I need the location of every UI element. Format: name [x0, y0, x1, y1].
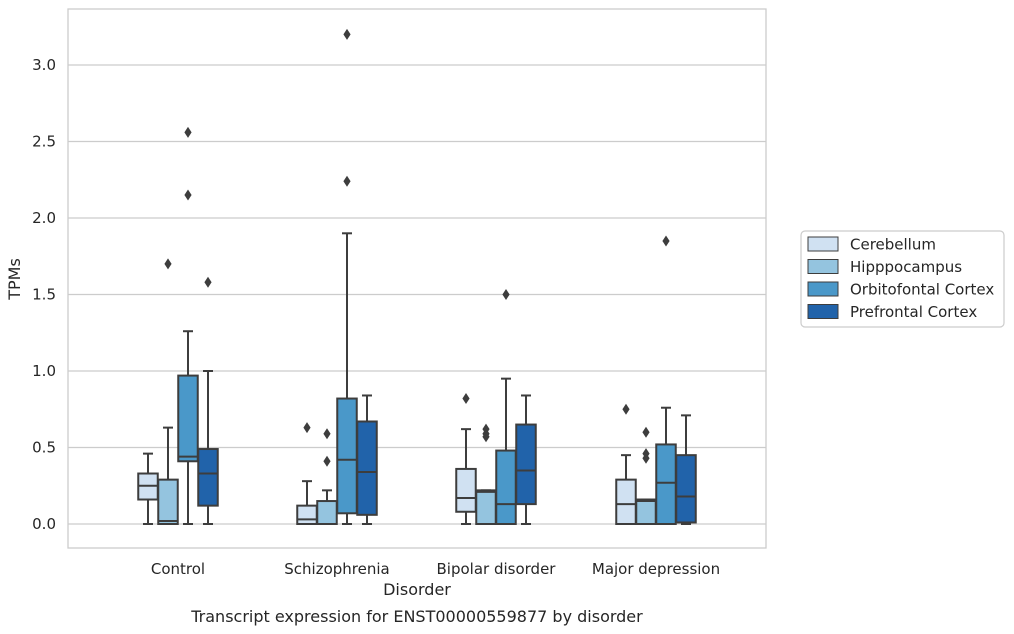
outlier-point	[502, 289, 510, 300]
box-body	[177, 374, 199, 463]
y-tick-label: 1.5	[32, 286, 56, 304]
y-tick-label: 0.0	[32, 515, 56, 533]
legend-label: Hipppocampus	[850, 258, 962, 276]
y-tick-label: 0.5	[32, 439, 56, 457]
x-axis-title: Disorder	[383, 580, 451, 599]
outlier-point	[204, 276, 212, 288]
box-cerebellum-3	[615, 403, 637, 526]
legend-swatch	[807, 259, 839, 274]
x-tick-label: Bipolar disorder	[437, 560, 557, 578]
box-body	[455, 467, 477, 513]
outlier-point	[482, 423, 490, 435]
outlier-point	[662, 235, 670, 247]
legend-label: Orbitofontal Cortex	[850, 281, 994, 299]
box-body	[336, 397, 358, 515]
box-body	[675, 454, 697, 524]
outlier-point	[303, 422, 311, 434]
box-hipppocampus-0	[157, 258, 179, 526]
box-body	[635, 498, 657, 525]
x-tick-label: Control	[151, 560, 205, 578]
y-tick-label: 3.0	[32, 56, 56, 74]
box-prefrontal-cortex-2	[515, 394, 537, 525]
y-tick-label: 1.0	[32, 362, 56, 380]
box-prefrontal-cortex-3	[675, 414, 697, 525]
outlier-point	[184, 126, 192, 138]
outlier-point	[323, 428, 331, 440]
box-orbitofontal-cortex-3	[655, 235, 677, 525]
box-hipppocampus-1	[316, 428, 338, 525]
legend-swatch	[807, 304, 839, 319]
box-cerebellum-0	[137, 452, 159, 525]
legend-label: Prefrontal Cortex	[850, 303, 977, 321]
outlier-point	[462, 393, 470, 405]
box-hipppocampus-2	[475, 423, 497, 525]
legend-frame	[800, 230, 1005, 328]
box-body	[197, 448, 219, 507]
outlier-point	[343, 28, 351, 40]
boxes	[137, 28, 697, 526]
plot-frame	[67, 8, 767, 549]
chart-caption: Transcript expression for ENST0000055987…	[190, 607, 643, 626]
box-body	[615, 478, 637, 526]
box-cerebellum-2	[455, 393, 477, 525]
outlier-point	[622, 403, 630, 415]
box-body	[316, 500, 338, 525]
legend-swatch	[807, 281, 839, 297]
legend-swatch	[807, 236, 839, 252]
legend: Cerebellum Hipppocampus Orbitofontal Corte…	[800, 230, 1005, 328]
outlier-point	[184, 189, 192, 201]
box-body	[515, 423, 537, 506]
x-tick-labels: Control Schizophrenia Bipolar disorder Majo…	[151, 560, 720, 578]
legend-label: Cerebellum	[850, 236, 936, 254]
outlier-point	[642, 448, 650, 460]
box-body	[296, 504, 318, 526]
x-tick-label: Major depression	[592, 560, 720, 578]
box-body	[655, 443, 677, 525]
box-body	[475, 489, 497, 525]
outlier-point	[164, 258, 172, 270]
y-axis-title: TPMs	[5, 258, 24, 301]
box-orbitofontal-cortex-1	[336, 28, 358, 525]
y-tick-label: 2.5	[32, 133, 56, 151]
y-tick-label: 2.0	[32, 209, 56, 227]
box-orbitofontal-cortex-0	[177, 126, 199, 525]
outlier-point	[323, 455, 331, 467]
box-orbitofontal-cortex-2	[495, 289, 517, 525]
box-prefrontal-cortex-1	[356, 394, 378, 525]
outlier-point	[642, 426, 650, 438]
box-body	[356, 420, 378, 516]
x-tick-label: Schizophrenia	[284, 560, 389, 578]
box-cerebellum-1	[296, 422, 318, 526]
box-hipppocampus-3	[635, 426, 657, 525]
box-prefrontal-cortex-0	[197, 276, 219, 525]
y-tick-labels: 0.0 0.5 1.0 1.5 2.0 2.5 3.0	[32, 56, 56, 533]
box-body	[495, 449, 517, 525]
outlier-point	[343, 175, 351, 187]
box-body	[157, 478, 179, 526]
